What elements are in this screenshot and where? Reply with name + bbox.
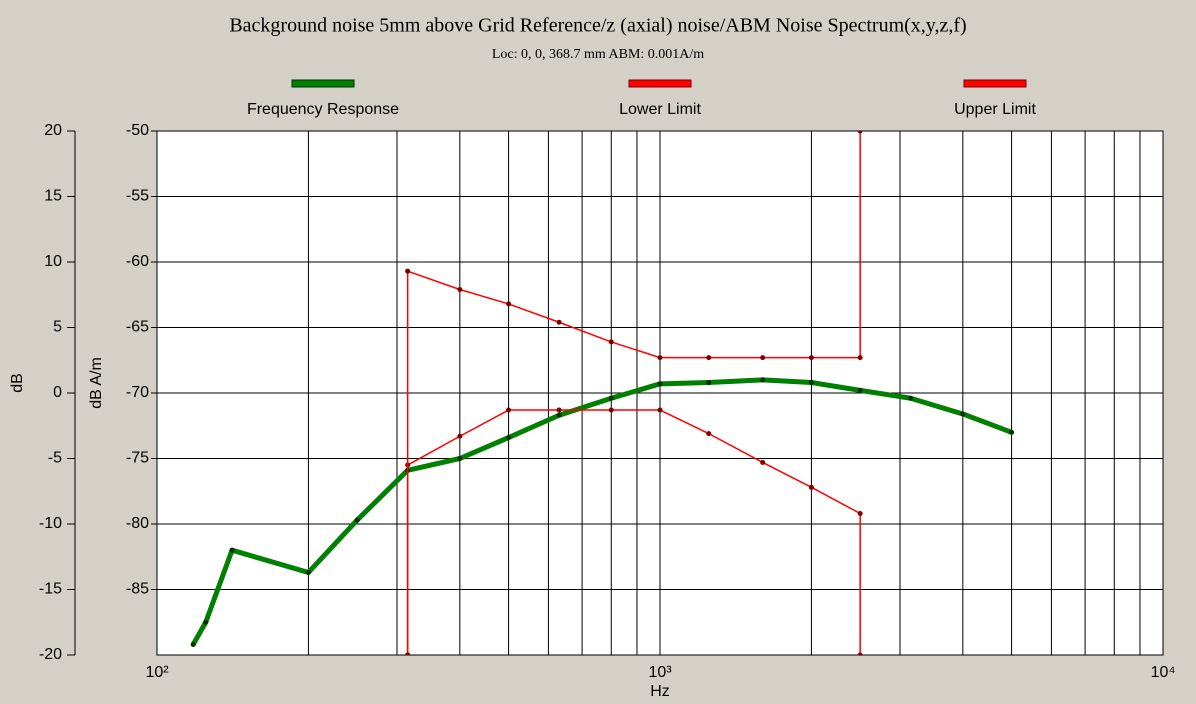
legend-swatch xyxy=(291,79,355,88)
data-point xyxy=(760,377,766,383)
data-point xyxy=(457,456,463,461)
data-point xyxy=(857,355,863,361)
data-point xyxy=(556,319,562,325)
chart-subtitle: Loc: 0, 0, 368.7 mm ABM: 0.001A/m xyxy=(492,47,704,62)
y-tick-label: -65 xyxy=(126,319,149,336)
x-tick-label: 10³ xyxy=(648,664,672,681)
y-tick-label: -70 xyxy=(126,384,149,401)
data-point xyxy=(657,381,663,387)
y2-tick-label: 0 xyxy=(53,384,62,401)
data-point xyxy=(960,411,966,417)
y-tick-label: -50 xyxy=(126,122,149,139)
data-point xyxy=(457,433,463,439)
data-point xyxy=(305,569,311,575)
data-point xyxy=(556,407,562,413)
data-point xyxy=(706,355,712,361)
data-point xyxy=(405,652,411,655)
data-point xyxy=(857,511,863,517)
y2-axis-label: dB xyxy=(9,373,26,393)
x-tick-label: 10⁴ xyxy=(1151,664,1176,681)
data-point xyxy=(229,547,235,553)
legend-swatch xyxy=(963,79,1027,88)
x-tick-label: 10² xyxy=(145,664,169,681)
y2-tick-label: -10 xyxy=(39,515,62,532)
line-series xyxy=(406,409,861,655)
y-tick-label: -80 xyxy=(126,515,149,532)
data-point xyxy=(857,652,863,655)
legend-label: Upper Limit xyxy=(954,101,1036,118)
data-point xyxy=(908,395,914,401)
legend-label: Frequency Response xyxy=(247,101,399,118)
y2-tick-label: -5 xyxy=(48,450,62,467)
y-tick-label: -60 xyxy=(126,253,149,270)
y2-tick-label: 5 xyxy=(53,319,62,336)
y-tick-label: -75 xyxy=(126,450,149,467)
y-tick-label: -55 xyxy=(126,188,149,205)
y2-tick-label: 10 xyxy=(44,253,62,270)
data-point xyxy=(506,301,512,307)
data-point xyxy=(857,387,863,393)
chart-title: Background noise 5mm above Grid Referenc… xyxy=(229,15,966,37)
data-point xyxy=(457,287,463,293)
legend-label: Lower Limit xyxy=(619,101,701,118)
data-point xyxy=(506,407,512,413)
data-point xyxy=(808,484,814,490)
line-series xyxy=(190,377,1013,646)
y2-tick-label: -20 xyxy=(39,646,62,663)
y2-tick-label: -15 xyxy=(39,581,62,598)
plot-border xyxy=(156,130,1164,656)
data-point xyxy=(760,459,766,465)
y-axis-label: dB A/m xyxy=(88,357,105,409)
y-tick-label: -85 xyxy=(126,581,149,598)
data-point xyxy=(808,355,814,361)
y2-tick-label: 20 xyxy=(44,122,62,139)
data-point xyxy=(760,355,766,361)
data-point xyxy=(657,355,663,361)
data-point xyxy=(354,517,360,523)
data-point xyxy=(556,412,562,418)
data-point xyxy=(506,435,512,441)
data-point xyxy=(608,407,614,413)
y2-tick-label: 15 xyxy=(44,188,62,205)
data-point xyxy=(1009,429,1015,435)
data-point xyxy=(405,268,411,274)
data-point xyxy=(706,431,712,437)
data-point xyxy=(608,395,614,401)
data-point xyxy=(190,642,196,648)
data-point xyxy=(608,339,614,345)
line-series xyxy=(406,131,861,655)
x-axis-label: Hz xyxy=(650,683,670,700)
data-point xyxy=(857,131,863,134)
data-point xyxy=(657,407,663,413)
plot-layer xyxy=(190,131,1015,655)
data-point xyxy=(706,380,712,386)
data-point xyxy=(203,619,209,625)
data-point xyxy=(808,380,814,386)
legend-swatch xyxy=(628,79,692,88)
